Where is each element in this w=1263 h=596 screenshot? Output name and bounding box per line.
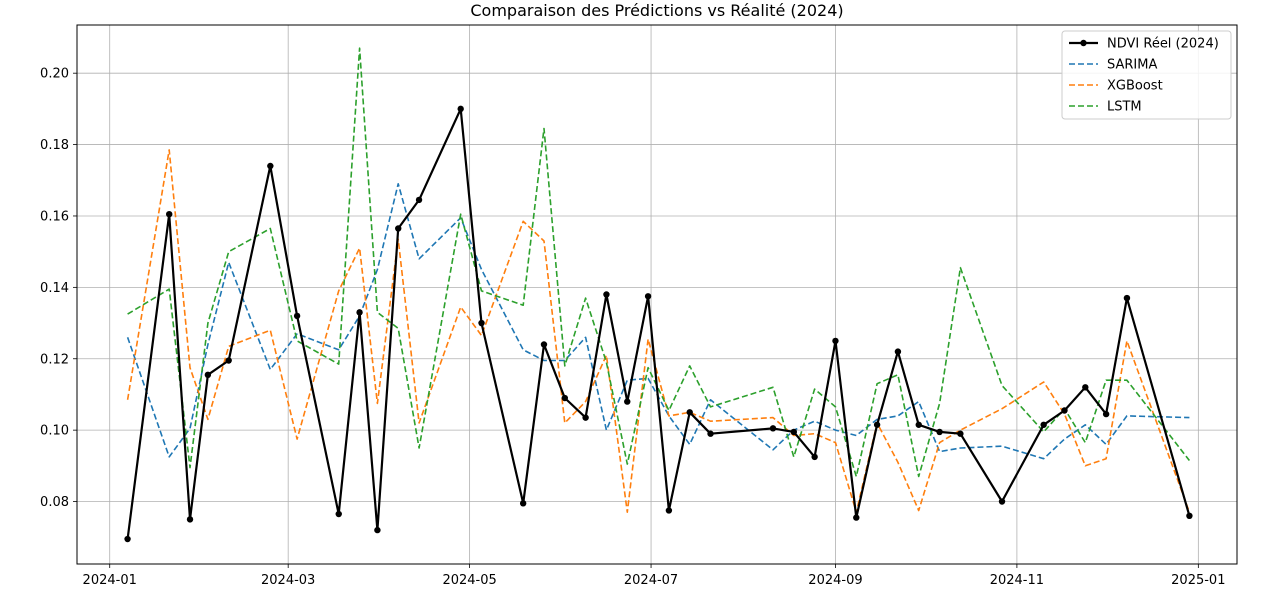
x-tick-label: 2024-03 [261,573,315,588]
data-point-ndvi-r-el-2024 [665,507,673,514]
legend-label-lstm: LSTM [1107,100,1142,115]
data-point-ndvi-r-el-2024 [894,348,902,355]
data-point-ndvi-r-el-2024 [519,500,527,507]
legend-label-sarima: SARIMA [1107,58,1157,73]
x-tick-label: 2024-07 [624,573,678,588]
data-point-ndvi-r-el-2024 [1186,512,1193,520]
data-point-ndvi-r-el-2024 [686,409,693,416]
x-axis: 2024-01 2024-03 2024-05 2024-07 2024-09 2024-… [83,564,1225,588]
plot-frame [76,24,1238,565]
data-point-ndvi-r-el-2024 [707,430,714,437]
data-point-ndvi-r-el-2024 [603,291,610,298]
data-point-ndvi-r-el-2024 [624,398,631,405]
data-point-ndvi-r-el-2024 [356,309,363,316]
x-tick-label: 2024-05 [442,573,496,588]
legend-label-ndvi-r-el-2024: NDVI Réel (2024) [1107,37,1219,52]
y-axis: 0.08 0.10 0.12 0.14 0.16 0.18 0.20 [40,67,77,510]
data-point-ndvi-r-el-2024 [832,337,839,345]
data-point-ndvi-r-el-2024 [457,105,464,113]
series-layer [124,47,1193,543]
grid [77,25,1237,564]
legend: NDVI Réel (2024) SARIMA XGBoost LSTM [1061,30,1232,120]
y-tick-label: 0.12 [40,352,69,367]
data-point-ndvi-r-el-2024 [1102,410,1110,418]
y-tick-label: 0.18 [40,138,69,153]
data-point-ndvi-r-el-2024 [561,394,568,402]
data-point-ndvi-r-el-2024 [998,498,1006,505]
series-line-xgboost [126,149,1191,514]
data-point-ndvi-r-el-2024 [957,430,964,437]
data-point-ndvi-r-el-2024 [853,514,860,521]
data-point-ndvi-r-el-2024 [1061,407,1068,414]
data-point-ndvi-r-el-2024 [267,162,274,170]
data-point-ndvi-r-el-2024 [374,526,381,534]
data-point-ndvi-r-el-2024 [873,421,881,428]
data-point-ndvi-r-el-2024 [1082,384,1089,391]
data-point-ndvi-r-el-2024 [335,510,342,518]
data-point-ndvi-r-el-2024 [395,225,402,232]
data-point-ndvi-r-el-2024 [186,516,194,523]
data-point-ndvi-r-el-2024 [225,357,232,364]
y-tick-label: 0.20 [40,67,69,82]
legend-label-xgboost: XGBoost [1107,79,1163,94]
x-tick-label: 2025-01 [1171,573,1225,588]
legend-marker-ndvi-r-el-2024 [1080,39,1087,47]
series-line-ndvi-r-el-2024 [126,107,1191,540]
data-point-ndvi-r-el-2024 [769,425,777,432]
data-point-ndvi-r-el-2024 [811,453,818,461]
series-line-lstm [127,47,1191,478]
legend-box [1061,30,1232,120]
data-point-ndvi-r-el-2024 [644,293,652,300]
x-tick-label: 2024-09 [808,573,862,588]
data-point-ndvi-r-el-2024 [1040,421,1047,428]
series-line-sarima [126,183,1190,460]
chart-title: Comparaison des Prédictions vs Réalité (… [470,1,843,20]
data-point-ndvi-r-el-2024 [166,210,173,218]
x-tick-label: 2024-11 [990,573,1044,588]
data-point-ndvi-r-el-2024 [124,535,131,543]
data-point-ndvi-r-el-2024 [415,196,423,204]
data-point-ndvi-r-el-2024 [478,319,485,327]
data-point-ndvi-r-el-2024 [540,341,548,348]
x-tick-label: 2024-01 [83,573,137,588]
data-point-ndvi-r-el-2024 [915,421,922,428]
data-point-ndvi-r-el-2024 [204,371,212,379]
y-tick-label: 0.08 [40,495,69,510]
y-tick-label: 0.14 [40,281,69,296]
data-point-ndvi-r-el-2024 [936,428,943,436]
y-tick-label: 0.10 [40,424,69,439]
data-point-ndvi-r-el-2024 [790,428,798,436]
data-point-ndvi-r-el-2024 [582,414,589,421]
data-point-ndvi-r-el-2024 [293,312,301,320]
data-point-ndvi-r-el-2024 [1123,294,1131,302]
y-tick-label: 0.16 [40,209,69,224]
